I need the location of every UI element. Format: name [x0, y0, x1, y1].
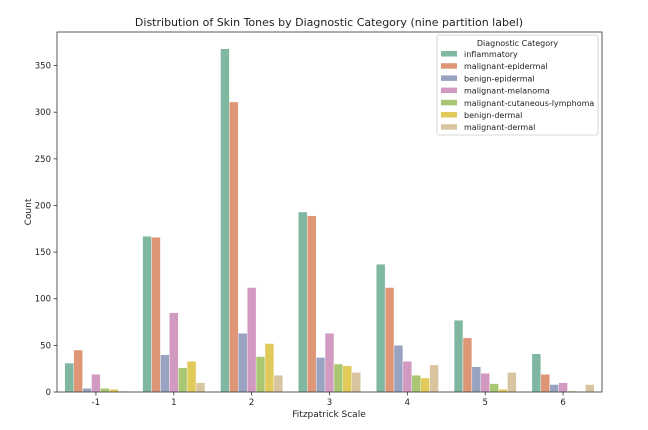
x-tick-label: 4	[405, 398, 410, 408]
y-tick-label: 100	[35, 295, 51, 305]
bar-malignant-dermal-6	[585, 384, 595, 393]
bar-malignant-melanoma-2	[246, 287, 257, 393]
bar-inflammatory-2	[220, 48, 230, 393]
x-tick-label: 5	[483, 398, 488, 408]
bar-inflammatory--1	[64, 362, 74, 393]
y-tick-label: 150	[35, 248, 51, 258]
bar-inflammatory-3	[298, 211, 308, 393]
bar-inflammatory-5	[453, 319, 464, 393]
bar-benign-dermal-1	[186, 361, 197, 393]
y-tick-label: 300	[35, 108, 51, 118]
x-tick-label: -1	[92, 398, 100, 408]
x-tick-label: 1	[171, 398, 176, 408]
legend-label-benign-dermal: benign-dermal	[464, 111, 522, 120]
legend-label-malignant-dermal: malignant-dermal	[464, 123, 535, 132]
bar-benign-epidermal-3	[315, 357, 326, 393]
legend-label-malignant-cutaneous-lymphoma: malignant-cutaneous-lymphoma	[464, 99, 594, 108]
bar-inflammatory-6	[531, 353, 542, 393]
legend-swatch-malignant-dermal	[441, 124, 457, 130]
bar-malignant-dermal-5	[507, 372, 517, 393]
bar-malignant-cutaneous-lymphoma--1	[100, 388, 110, 393]
bar-malignant-epidermal--1	[73, 349, 83, 393]
bar-malignant-melanoma-5	[480, 373, 490, 393]
legend-title: Diagnostic Category	[477, 39, 559, 48]
bar-malignant-melanoma--1	[91, 374, 101, 393]
x-axis-label: Fitzpatrick Scale	[292, 410, 366, 420]
legend: Diagnostic Category inflammatory malignant…	[436, 34, 599, 136]
bar-benign-epidermal-2	[238, 333, 248, 393]
legend-swatch-benign-dermal	[441, 112, 457, 118]
bar-malignant-epidermal-5	[462, 337, 473, 393]
bar-inflammatory-4	[376, 264, 386, 393]
legend-swatch-malignant-epidermal	[441, 63, 457, 69]
bar-benign-dermal--1	[109, 389, 119, 393]
bar-benign-epidermal-1	[160, 354, 170, 393]
y-tick-label: 0	[46, 388, 51, 398]
bar-benign-dermal-3	[342, 365, 352, 393]
legend-swatch-malignant-cutaneous-lymphoma	[441, 99, 457, 106]
bar-malignant-cutaneous-lymphoma-3	[333, 363, 344, 393]
bar-benign-dermal-5	[498, 389, 508, 393]
bar-malignant-cutaneous-lymphoma-5	[489, 383, 499, 393]
y-tick-label: 50	[40, 341, 51, 351]
y-tick-label: 350	[35, 62, 51, 72]
x-tick-label: 2	[249, 398, 254, 408]
bar-malignant-epidermal-6	[540, 374, 550, 393]
bar-malignant-cutaneous-lymphoma-2	[255, 356, 266, 393]
x-tick-label: 3	[327, 398, 332, 408]
bar-malignant-epidermal-2	[229, 101, 239, 393]
bar-malignant-melanoma-3	[324, 333, 335, 393]
legend-box	[436, 34, 599, 136]
y-tick-label: 250	[35, 155, 51, 165]
bar-malignant-dermal-4	[429, 364, 439, 393]
bar-malignant-melanoma-1	[169, 312, 179, 393]
bar-benign-dermal-2	[264, 343, 275, 393]
legend-label-benign-epidermal: benign-epidermal	[464, 74, 535, 83]
legend-label-malignant-epidermal: malignant-epidermal	[464, 62, 548, 71]
y-tick-label: 200	[35, 201, 51, 211]
bar-benign-epidermal--1	[82, 388, 92, 393]
bar-malignant-cutaneous-lymphoma-1	[178, 367, 188, 393]
chart-title: Distribution of Skin Tones by Diagnostic…	[135, 16, 523, 29]
bar-malignant-dermal-1	[195, 382, 206, 393]
legend-swatch-benign-epidermal	[441, 75, 457, 81]
bar-malignant-cutaneous-lymphoma-4	[411, 375, 421, 393]
bar-malignant-dermal-2	[273, 375, 283, 393]
axes-group: -1 1 2 3 4 5 6 0 50 100 150 200 250 300 350	[35, 31, 603, 408]
legend-swatch-inflammatory	[441, 51, 457, 57]
bars-group	[64, 48, 595, 393]
bar-malignant-melanoma-4	[402, 361, 413, 393]
y-axis-label: Count	[24, 198, 34, 225]
bar-malignant-epidermal-3	[307, 215, 317, 393]
bar-malignant-melanoma-6	[558, 382, 568, 393]
plot-frame	[56, 31, 603, 393]
bar-benign-epidermal-5	[471, 366, 481, 393]
legend-swatch-malignant-melanoma	[441, 87, 457, 94]
legend-label-malignant-melanoma: malignant-melanoma	[464, 87, 550, 96]
bar-malignant-epidermal-1	[151, 236, 161, 393]
bar-inflammatory-1	[142, 236, 152, 393]
bar-malignant-dermal-3	[351, 372, 361, 393]
bar-benign-epidermal-4	[393, 345, 404, 393]
legend-label-inflammatory: inflammatory	[464, 50, 518, 59]
x-tick-label: 6	[560, 398, 565, 408]
bar-benign-epidermal-6	[549, 384, 559, 393]
bar-malignant-epidermal-4	[384, 287, 395, 393]
bar-benign-dermal-4	[420, 377, 430, 393]
